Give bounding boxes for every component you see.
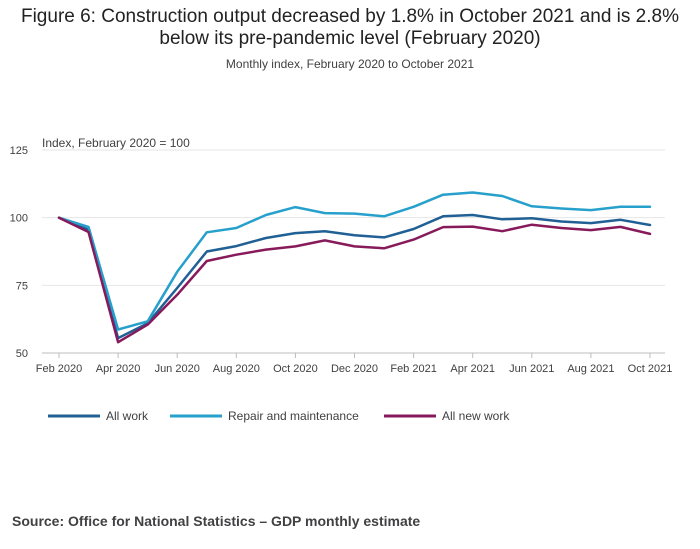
x-tick-label: Aug 2021 bbox=[567, 363, 614, 375]
x-tick-label: Dec 2020 bbox=[331, 363, 378, 375]
x-tick-label: Oct 2021 bbox=[628, 363, 673, 375]
x-tick-label: Jun 2021 bbox=[509, 363, 554, 375]
x-tick-label: Oct 2020 bbox=[273, 363, 318, 375]
chart-subtitle: Monthly index, February 2020 to October … bbox=[225, 57, 475, 71]
y-axis-unit-label: Index, February 2020 = 100 bbox=[42, 136, 190, 150]
x-tick-label: Aug 2020 bbox=[213, 363, 260, 375]
x-tick-label: Apr 2020 bbox=[96, 363, 141, 375]
legend: All work Repair and maintenance All new wo… bbox=[48, 409, 510, 423]
series-lines bbox=[57, 191, 652, 344]
x-tick-label: Apr 2021 bbox=[450, 363, 495, 375]
x-tick-label: Feb 2020 bbox=[36, 363, 82, 375]
x-tick-label: Jun 2020 bbox=[155, 363, 200, 375]
legend-label: All work bbox=[106, 409, 149, 423]
y-axis-ticks: 125 100 75 50 bbox=[10, 145, 28, 360]
line-chart: Index, February 2020 = 100 125 100 75 50 Fe… bbox=[10, 136, 673, 423]
series-line-repair-and-maintenance bbox=[57, 191, 652, 331]
y-tick-label: 100 bbox=[10, 213, 28, 225]
x-tick-label: Feb 2021 bbox=[390, 363, 436, 375]
legend-label: All new work bbox=[442, 409, 510, 423]
y-tick-label: 125 bbox=[10, 145, 28, 157]
series-line-all-new-work bbox=[57, 216, 652, 344]
series-line-all-work bbox=[57, 213, 652, 340]
x-axis-ticks: Feb 2020 Apr 2020 Jun 2020 Aug 2020 Oct 2020… bbox=[36, 353, 673, 375]
y-tick-label: 75 bbox=[16, 280, 28, 292]
legend-label: Repair and maintenance bbox=[228, 409, 359, 423]
y-tick-label: 50 bbox=[16, 348, 28, 360]
gridlines bbox=[42, 149, 665, 354]
source-note: Source: Office for National Statistics –… bbox=[12, 513, 421, 529]
chart-title: Figure 6: Construction output decreased … bbox=[20, 6, 679, 49]
